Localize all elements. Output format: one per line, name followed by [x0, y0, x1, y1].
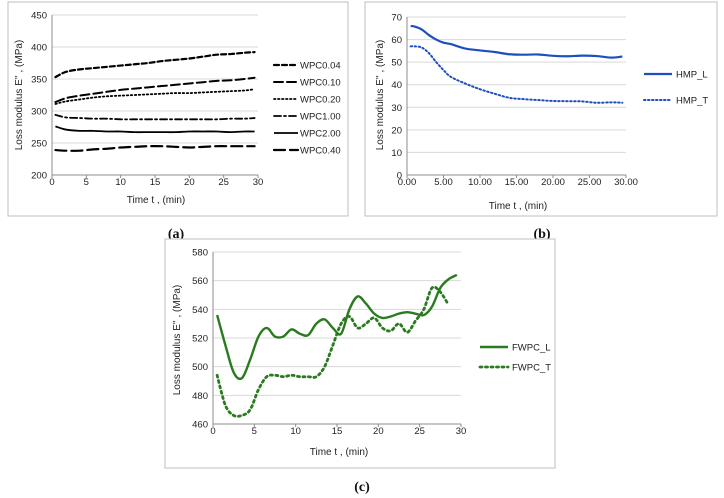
series-line — [54, 51, 256, 79]
x-tick-label: 30.00 — [614, 177, 638, 188]
y-tick-label: 40 — [391, 80, 402, 91]
legend-label: WPC1.00 — [300, 112, 341, 123]
series-line — [54, 88, 256, 105]
chart-c: 460 480 500 520 540 560 580 0 5 10 15 20 25 30 FWPC_L… — [164, 238, 556, 495]
legend-label: WPC0.04 — [300, 61, 341, 72]
y-tick-label: 400 — [31, 43, 47, 54]
legend-label: WPC0.20 — [300, 95, 341, 106]
chart-a-series — [54, 51, 256, 152]
y-tick-label: 460 — [192, 420, 208, 431]
y-tick-label: 50 — [391, 58, 402, 69]
chart-c-xlabel: Time t , (min) — [310, 447, 369, 458]
y-tick-label: 60 — [391, 35, 402, 46]
x-tick-label: 30 — [456, 426, 467, 437]
x-tick-label: 15 — [332, 426, 343, 437]
x-tick-label: 10 — [290, 426, 301, 437]
chart-a-panel-label: (a) — [168, 227, 185, 242]
series-line — [54, 145, 256, 152]
series-line — [54, 76, 256, 104]
chart-b-axes: 0 10 20 30 40 50 60 70 0.00 5.00 10.00 15.00 20.00 25… — [391, 13, 637, 189]
legend-label: HMP_L — [676, 70, 708, 81]
chart-b-frame — [364, 1, 718, 217]
chart-b-ylabel: Loss modulus E'' , (MPa) — [375, 40, 386, 151]
x-tick-label: 5 — [252, 426, 257, 437]
x-tick-label: 0 — [49, 177, 54, 188]
legend-label: FWPC_T — [512, 363, 551, 374]
chart-b-grid — [407, 16, 626, 153]
x-tick-label: 20 — [373, 426, 384, 437]
chart-c-axes: 460 480 500 520 540 560 580 0 5 10 15 20 25 30 — [192, 248, 466, 438]
chart-a-frame — [7, 1, 349, 217]
y-tick-label: 480 — [192, 391, 208, 402]
y-tick-label: 200 — [31, 171, 47, 182]
legend-label: WPC2.00 — [300, 129, 341, 140]
chart-a-ylabel: Loss modulus E'' , (MPa) — [14, 40, 25, 151]
x-tick-label: 0.00 — [398, 177, 417, 188]
chart-b-panel-label: (b) — [533, 227, 550, 242]
chart-a-grid — [52, 14, 258, 144]
x-tick-label: 0 — [210, 426, 215, 437]
y-tick-label: 540 — [192, 305, 208, 316]
legend-label: WPC0.10 — [300, 78, 341, 89]
x-tick-label: 20 — [184, 177, 195, 188]
chart-c-series — [215, 273, 458, 418]
chart-b-series — [409, 24, 624, 104]
series-line — [410, 24, 623, 59]
y-tick-label: 0 — [397, 171, 402, 182]
chart-c-legend: FWPC_L FWPC_T — [478, 343, 551, 374]
series-line — [55, 125, 255, 134]
y-tick-label: 300 — [31, 107, 47, 118]
x-tick-label: 5 — [84, 177, 89, 188]
x-tick-label: 30 — [253, 177, 264, 188]
x-tick-label: 25 — [414, 426, 425, 437]
y-tick-label: 70 — [391, 13, 402, 24]
chart-c-panel-label: (c) — [354, 480, 370, 495]
x-tick-label: 25.00 — [578, 177, 602, 188]
chart-c-frame — [164, 238, 556, 469]
legend-label: HMP_T — [676, 96, 708, 107]
chart-b-xlabel: Time t , (min) — [489, 201, 548, 212]
x-tick-label: 20.00 — [541, 177, 565, 188]
legend-label: WPC0.40 — [300, 146, 341, 157]
legend-label: FWPC_L — [512, 343, 551, 354]
x-tick-label: 10.00 — [468, 177, 492, 188]
y-tick-label: 20 — [391, 125, 402, 136]
x-tick-label: 25 — [218, 177, 229, 188]
chart-a-xlabel: Time t , (min) — [127, 195, 186, 206]
chart-b: 0 10 20 30 40 50 60 70 0.00 5.00 10.00 15.00 20.00 25… — [364, 1, 718, 242]
x-tick-label: 5.00 — [434, 177, 453, 188]
y-tick-label: 350 — [31, 75, 47, 86]
y-tick-label: 450 — [31, 11, 47, 22]
chart-a-legend: WPC0.04 WPC0.10 WPC0.20 WPC1.00 WPC2.00 WPC0.… — [272, 61, 341, 157]
series-line — [215, 285, 450, 418]
y-tick-label: 10 — [391, 148, 402, 159]
series-line — [409, 45, 624, 104]
y-tick-label: 30 — [391, 103, 402, 114]
chart-a-axes: 200 250 300 350 400 450 0 5 10 15 20 25 30 — [31, 11, 263, 189]
y-tick-label: 520 — [192, 334, 208, 345]
y-tick-label: 580 — [192, 248, 208, 259]
chart-c-ylabel: Loss modulus E'' , (MPa) — [172, 285, 183, 396]
y-tick-label: 560 — [192, 276, 208, 287]
x-tick-label: 15 — [150, 177, 161, 188]
y-tick-label: 250 — [31, 139, 47, 150]
y-tick-label: 500 — [192, 362, 208, 373]
x-tick-label: 10 — [115, 177, 126, 188]
chart-b-legend: HMP_L HMP_T — [643, 70, 708, 107]
chart-c-grid — [213, 251, 461, 396]
series-line — [54, 113, 256, 121]
x-tick-label: 15.00 — [505, 177, 529, 188]
